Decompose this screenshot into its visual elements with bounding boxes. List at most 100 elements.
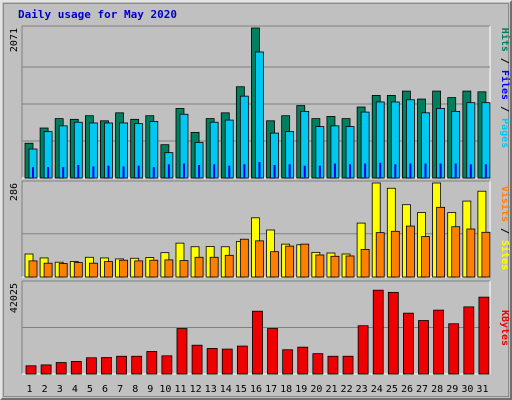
x-tick-label: 11: [174, 384, 186, 395]
pages-bar: [62, 167, 65, 178]
x-tick-label: 27: [416, 384, 428, 395]
kbytes-bar: [85, 357, 97, 375]
visits-bar: [239, 238, 249, 278]
pages-bar: [454, 163, 457, 178]
kbytes-bar: [312, 353, 324, 375]
pages-bar: [167, 164, 170, 178]
x-tick-label: 23: [356, 384, 368, 395]
visits-bar: [119, 259, 128, 278]
kbytes-bar: [372, 289, 384, 375]
kbytes-bar: [146, 351, 158, 375]
pages-bar: [77, 164, 80, 178]
pages-bar: [152, 167, 155, 178]
visits-bar: [255, 240, 264, 278]
x-tick-label: 17: [265, 384, 277, 395]
pages-bar: [258, 162, 261, 178]
legend-2: KBytes: [499, 310, 510, 346]
visits-bar: [360, 248, 370, 278]
visits-bar: [224, 254, 234, 278]
legend-pages: Pages: [499, 118, 510, 148]
pages-bar: [228, 165, 231, 178]
kbytes-bar: [433, 309, 445, 375]
legend-files: Files: [499, 70, 511, 100]
pages-bar: [469, 164, 472, 178]
kbytes-bar: [206, 348, 218, 375]
legend-separator: /: [499, 52, 510, 70]
kbytes-bar: [70, 361, 82, 375]
files-bar: [255, 51, 264, 179]
x-tick-label: 31: [476, 384, 488, 395]
pages-bar: [394, 164, 397, 178]
kbytes-bar: [131, 355, 143, 375]
x-tick-label: 29: [446, 384, 458, 395]
visits-bar: [315, 254, 325, 278]
kbytes-bar: [342, 355, 354, 375]
x-tick-label: 3: [57, 384, 63, 395]
kbytes-bar: [40, 364, 52, 375]
pages-bar: [318, 165, 321, 178]
x-tick-label: 25: [386, 384, 398, 395]
pages-bar: [273, 164, 276, 178]
x-tick-label: 19: [295, 384, 307, 395]
pages-bar: [424, 163, 427, 178]
x-tick-label: 18: [280, 384, 292, 395]
pages-bar: [288, 164, 291, 178]
visits-bar: [375, 232, 385, 278]
x-tick-label: 6: [102, 384, 108, 395]
x-tick-label: 7: [117, 384, 123, 395]
kbytes-bar: [463, 306, 475, 375]
x-tick-label: 26: [401, 384, 413, 395]
y-max-label: 42025: [9, 283, 20, 313]
visits-bar: [194, 256, 204, 278]
kbytes-bar: [297, 346, 309, 375]
visits-bar: [345, 255, 355, 278]
visits-bar: [209, 256, 219, 278]
legend-visits: Visits: [499, 186, 511, 222]
pages-bar: [484, 164, 487, 178]
x-tick-label: 21: [325, 384, 337, 395]
pages-bar: [107, 165, 110, 178]
visits-bar: [43, 262, 53, 278]
visits-bar: [330, 255, 340, 278]
x-tick-label: 12: [190, 384, 202, 395]
kbytes-bar: [221, 348, 233, 375]
x-tick-label: 8: [132, 384, 138, 395]
legend-separator: /: [499, 100, 510, 118]
kbytes-bar: [418, 320, 429, 375]
chart-frame-inner: [3, 3, 509, 397]
visits-bar: [285, 245, 295, 278]
visits-bar: [88, 262, 98, 278]
x-tick-label: 24: [371, 384, 383, 395]
kbytes-bar: [101, 357, 112, 375]
pages-bar: [122, 166, 125, 178]
x-tick-label: 5: [87, 384, 93, 395]
x-tick-label: 14: [220, 384, 232, 395]
pages-bar: [364, 163, 367, 178]
pages-bar: [439, 163, 442, 178]
kbytes-bar: [55, 362, 67, 375]
legend-hits: Hits: [499, 28, 511, 52]
visits-bar: [436, 206, 446, 278]
visits-bar: [421, 236, 430, 278]
kbytes-bar: [282, 349, 294, 375]
pages-bar: [379, 162, 382, 178]
pages-bar: [349, 164, 352, 178]
x-tick-label: 16: [250, 384, 262, 395]
visits-bar: [390, 230, 400, 278]
pages-bar: [47, 167, 50, 178]
legend-separator: /: [499, 222, 510, 240]
kbytes-bar: [176, 328, 188, 375]
visits-bar: [466, 228, 476, 278]
y-max-label: 286: [9, 183, 20, 201]
visits-bar: [481, 231, 491, 278]
x-tick-label: 2: [42, 384, 48, 395]
visits-bar: [270, 251, 279, 278]
pages-bar: [213, 164, 216, 178]
kbytes-bar: [252, 310, 263, 375]
kbytes-bar: [25, 365, 37, 375]
legend-sites: Sites: [499, 240, 511, 270]
kbytes-bar: [267, 328, 278, 375]
kbytes-bar: [327, 355, 339, 375]
x-tick-label: 9: [147, 384, 153, 395]
kbytes-bar: [387, 291, 399, 375]
